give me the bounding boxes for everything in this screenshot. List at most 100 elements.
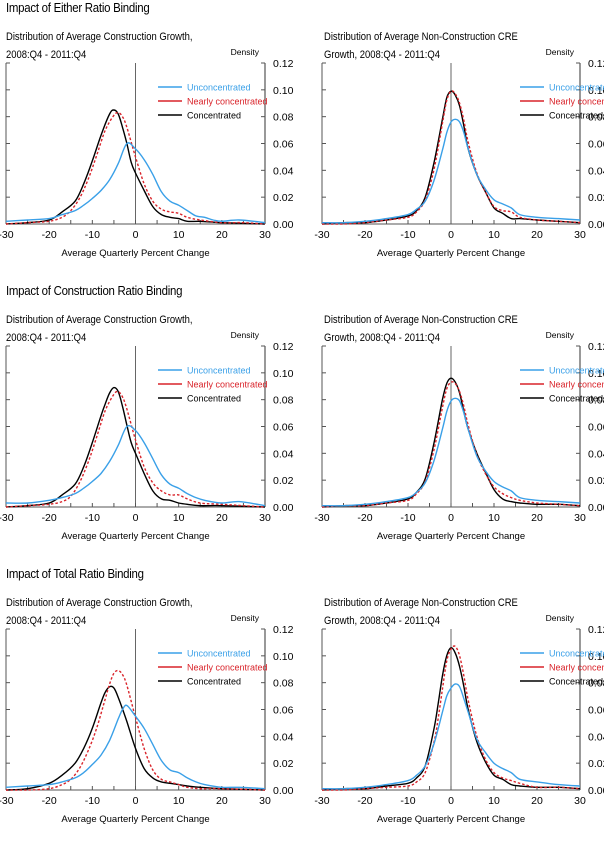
legend-label-unconcentrated: Unconcentrated (187, 649, 251, 659)
x-axis-label: Average Quarterly Percent Change (377, 248, 525, 259)
y-tick-label: 0.12 (273, 58, 294, 70)
y-tick-label: 0.10 (273, 368, 294, 380)
y-tick-label: 0.10 (273, 651, 294, 663)
x-tick-label: 0 (133, 229, 139, 241)
legend-label-unconcentrated: Unconcentrated (187, 366, 251, 376)
chart-svg: 0.00 0.02 0.04 0.06 0.08 0.10 0.12 -30 -20 -10 0 10… (0, 613, 294, 825)
x-tick-label: -30 (0, 229, 14, 241)
y-tick-label: 0.04 (273, 165, 294, 177)
x-tick-label: -20 (42, 229, 57, 241)
legend-label-concentrated: Concentrated (549, 677, 603, 687)
y-tick-label: 0.06 (588, 139, 604, 151)
y-tick-label: 0.12 (273, 624, 294, 636)
series-line-nearly (5, 669, 266, 791)
chart-svg: 0.00 0.02 0.04 0.06 0.08 0.10 0.12 -30 -20 -10 0 10… (314, 613, 604, 825)
y-tick-label: 0.00 (588, 219, 604, 231)
x-tick-label: 30 (259, 229, 271, 241)
section-title-construction: Impact of Construction Ratio Binding (6, 283, 183, 298)
legend-label-unconcentrated: Unconcentrated (187, 83, 251, 93)
x-tick-label: -10 (85, 512, 100, 524)
chart-title: Distribution of Average Construction Gro… (6, 314, 193, 344)
series-line-concentrated (321, 647, 581, 791)
legend-label-nearly: Nearly concentrated (187, 663, 268, 673)
chart-panel: Distribution of Average Non-Construction… (302, 28, 604, 290)
y-tick-label: 0.02 (273, 192, 294, 204)
legend-label-unconcentrated: Unconcentrated (549, 366, 604, 376)
x-tick-label: -10 (400, 512, 415, 524)
series-line-concentrated (321, 377, 581, 508)
chart-panel: Distribution of Average Non-Construction… (302, 594, 604, 856)
legend-label-unconcentrated: Unconcentrated (549, 83, 604, 93)
y-tick-label: 0.02 (273, 758, 294, 770)
x-axis-label: Average Quarterly Percent Change (61, 814, 209, 825)
y-tick-label: 0.00 (588, 785, 604, 797)
chart-svg: 0.00 0.02 0.04 0.06 0.08 0.10 0.12 -30 -20 -10 0 10… (314, 47, 604, 259)
y-tick-label: 0.02 (588, 475, 604, 487)
y-tick-label: 0.00 (588, 502, 604, 514)
y-axis-label: Density (546, 47, 575, 57)
x-tick-label: 0 (448, 229, 454, 241)
x-tick-label: -10 (85, 229, 100, 241)
x-tick-label: 30 (259, 795, 271, 807)
legend-label-nearly: Nearly concentrated (549, 380, 604, 390)
x-tick-label: 30 (259, 512, 271, 524)
y-tick-label: 0.10 (273, 85, 294, 97)
legend-label-nearly: Nearly concentrated (187, 380, 268, 390)
y-tick-label: 0.06 (273, 422, 294, 434)
chart-panel: Distribution of Average Construction Gro… (0, 594, 300, 856)
x-tick-label: 10 (173, 795, 185, 807)
series-line-concentrated (5, 109, 266, 225)
y-axis-label: Density (231, 47, 260, 57)
y-tick-label: 0.08 (588, 395, 604, 407)
y-tick-label: 0.04 (588, 165, 604, 177)
x-tick-label: 10 (173, 512, 185, 524)
legend-label-nearly: Nearly concentrated (549, 97, 604, 107)
y-tick-label: 0.08 (588, 678, 604, 690)
chart-title: Distribution of Average Construction Gro… (6, 31, 193, 61)
y-tick-label: 0.02 (588, 192, 604, 204)
x-axis-label: Average Quarterly Percent Change (61, 531, 209, 542)
legend-label-unconcentrated: Unconcentrated (549, 649, 604, 659)
y-tick-label: 0.12 (588, 624, 604, 636)
y-tick-label: 0.00 (273, 219, 294, 231)
y-tick-label: 0.06 (273, 139, 294, 151)
y-tick-label: 0.10 (588, 85, 604, 97)
x-tick-label: -20 (42, 795, 57, 807)
x-tick-label: 10 (488, 229, 500, 241)
x-tick-label: -20 (357, 229, 372, 241)
y-tick-label: 0.02 (273, 475, 294, 487)
x-tick-label: 20 (216, 229, 228, 241)
x-axis-label: Average Quarterly Percent Change (377, 814, 525, 825)
x-tick-label: -20 (357, 795, 372, 807)
series-line-unconcentrated (321, 683, 581, 790)
series-line-nearly (321, 381, 581, 508)
chart-title: Distribution of Average Non-Construction… (324, 597, 518, 627)
series-line-nearly (5, 390, 266, 508)
x-tick-label: 20 (531, 795, 543, 807)
series-line-unconcentrated (5, 704, 266, 790)
x-tick-label: 10 (173, 229, 185, 241)
x-tick-label: 10 (488, 512, 500, 524)
series-line-unconcentrated (5, 142, 266, 224)
chart-panel: Distribution of Average Non-Construction… (302, 311, 604, 573)
x-tick-label: 30 (574, 795, 586, 807)
x-tick-label: -10 (400, 795, 415, 807)
x-tick-label: 30 (574, 229, 586, 241)
x-tick-label: -20 (42, 512, 57, 524)
y-tick-label: 0.08 (273, 395, 294, 407)
x-tick-label: 0 (448, 512, 454, 524)
y-axis-label: Density (231, 613, 260, 623)
x-tick-label: -30 (0, 512, 14, 524)
chart-title: Distribution of Average Non-Construction… (324, 314, 518, 344)
chart-svg: 0.00 0.02 0.04 0.06 0.08 0.10 0.12 -30 -20 -10 0 10… (0, 330, 294, 542)
y-tick-label: 0.06 (588, 705, 604, 717)
legend-label-concentrated: Concentrated (549, 111, 603, 121)
y-tick-label: 0.08 (273, 678, 294, 690)
x-tick-label: 0 (133, 512, 139, 524)
y-tick-label: 0.02 (588, 758, 604, 770)
x-tick-label: 0 (448, 795, 454, 807)
series-line-concentrated (5, 386, 266, 508)
y-tick-label: 0.00 (273, 502, 294, 514)
legend-label-concentrated: Concentrated (187, 111, 241, 121)
x-axis-label: Average Quarterly Percent Change (377, 531, 525, 542)
